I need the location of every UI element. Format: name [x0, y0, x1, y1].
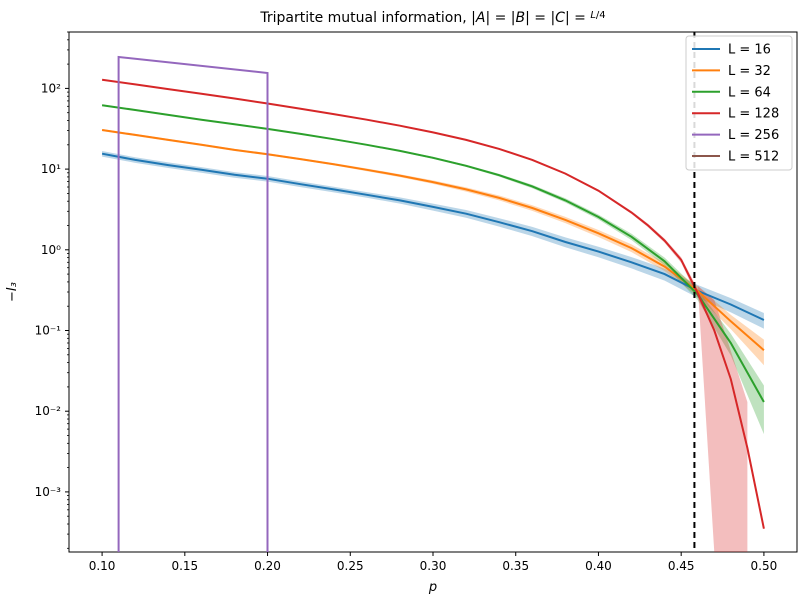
x-axis: 0.10 0.15 0.20 0.25 0.30 0.35 0.40 0.45 0.50	[89, 552, 778, 573]
legend-label: L = 512	[728, 150, 779, 165]
legend: L = 16 L = 32 L = 64 L = 128 L = 256 L = 512	[685, 35, 793, 171]
x-tick-label: 0.40	[585, 559, 612, 573]
y-axis: 10⁻³ 10⁻² 10⁻¹ 10⁰ 10¹ 10²	[35, 31, 69, 549]
x-tick-label: 0.35	[502, 559, 529, 573]
plot-area	[68, 31, 798, 553]
y-tick-label: 10⁻³	[35, 485, 62, 499]
x-tick-label: 0.15	[171, 559, 198, 573]
chart-title: Tripartite mutual information, |A| = |B|…	[259, 10, 605, 26]
x-tick-label: 0.45	[668, 559, 695, 573]
legend-label: L = 64	[728, 85, 771, 100]
series-line-3	[101, 78, 765, 529]
x-tick-label: 0.30	[420, 559, 447, 573]
x-tick-label: 0.50	[751, 559, 778, 573]
y-axis-title: −I₃	[5, 282, 20, 302]
y-tick-label: 10⁻²	[35, 404, 62, 418]
x-tick-label: 0.25	[337, 559, 364, 573]
confidence-band-3	[102, 79, 764, 529]
legend-label: L = 128	[728, 107, 779, 122]
legend-label: L = 256	[728, 128, 779, 143]
confidence-band-drop	[697, 285, 748, 552]
y-tick-label: 10¹	[41, 162, 61, 176]
y-tick-label: 10²	[41, 81, 61, 95]
series-line-0	[101, 152, 765, 321]
confidence-band-1	[102, 128, 764, 366]
series-line-4	[117, 55, 269, 552]
x-axis-title: p	[428, 580, 437, 595]
series-line-2	[101, 104, 765, 403]
legend-label: L = 16	[728, 43, 771, 58]
series-line-1	[101, 129, 765, 351]
x-tick-label: 0.10	[89, 559, 116, 573]
y-tick-label: 10⁰	[41, 243, 61, 257]
legend-label: L = 32	[728, 64, 771, 79]
x-tick-label: 0.20	[254, 559, 281, 573]
y-tick-label: 10⁻¹	[35, 324, 62, 338]
